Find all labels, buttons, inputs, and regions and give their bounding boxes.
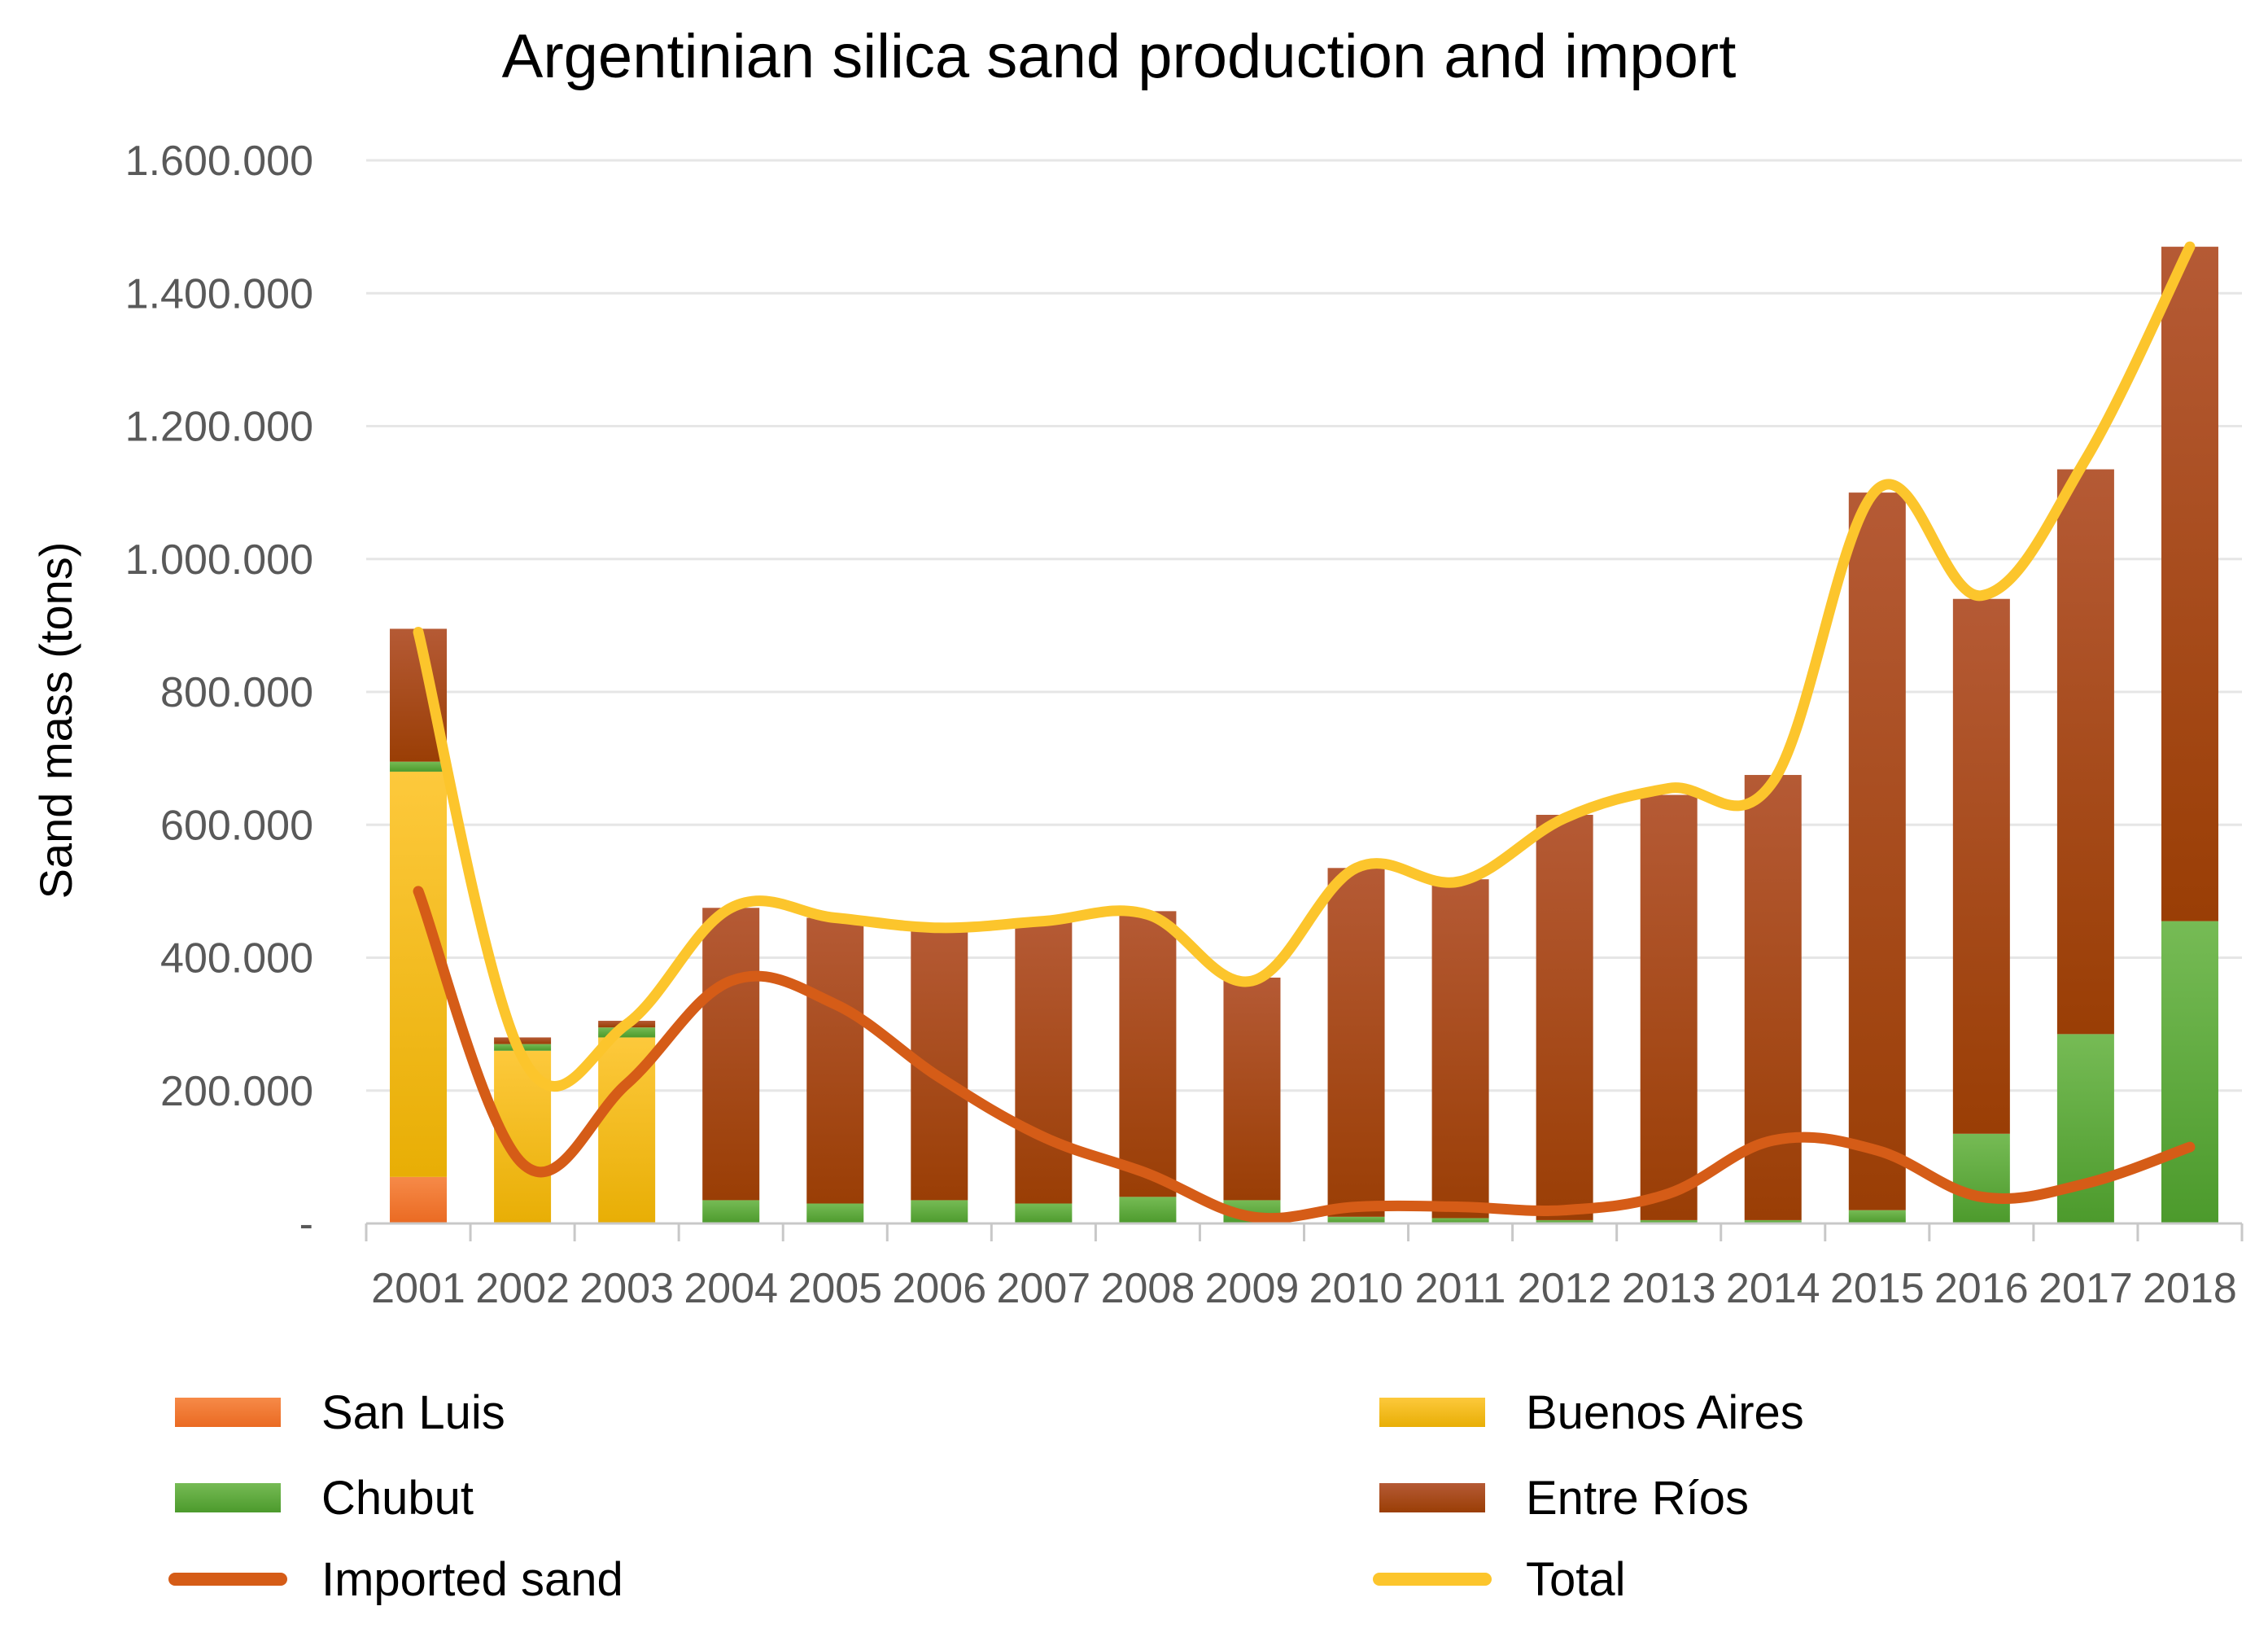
bar-entre-rios-2014 — [1744, 775, 1802, 1220]
y-tick-label: 800.000 — [160, 669, 313, 716]
bar-entre-rios-2007 — [1015, 921, 1073, 1204]
legend-swatch-chubut — [175, 1483, 281, 1512]
bar-entre-rios-2002 — [494, 1037, 552, 1044]
legend: San Luis Buenos Aires Chubut Entre Ríos Impo… — [168, 1386, 1804, 1606]
x-tick-label: 2016 — [1934, 1265, 2029, 1312]
bar-entre-rios-2013 — [1640, 794, 1698, 1220]
x-tick-label: 2018 — [2143, 1265, 2237, 1312]
bar-chubut-2008 — [1119, 1197, 1177, 1223]
legend-swatch-entre-rios — [1379, 1483, 1485, 1512]
y-tick-label: 1.600.000 — [125, 138, 313, 185]
bar-chubut-2010 — [1327, 1216, 1385, 1223]
bar-chubut-2001 — [390, 761, 448, 772]
bars — [390, 247, 2218, 1223]
bar-buenos-aires-2001 — [390, 771, 448, 1177]
bar-entre-rios-2010 — [1327, 868, 1385, 1217]
bar-chubut-2013 — [1640, 1219, 1698, 1223]
bar-san-luis-2001 — [390, 1176, 448, 1223]
y-tick-label: 1.000.000 — [125, 536, 313, 584]
bar-chubut-2015 — [1848, 1210, 1906, 1223]
y-axis-label: Sand mass (tons) — [30, 542, 81, 899]
bar-chubut-2011 — [1431, 1218, 1489, 1223]
legend-label-buenos-aires: Buenos Aires — [1526, 1386, 1804, 1439]
bar-chubut-2007 — [1015, 1203, 1073, 1223]
bar-entre-rios-2015 — [1848, 492, 1906, 1210]
bar-chubut-2012 — [1536, 1219, 1593, 1223]
legend-swatch-san-luis — [175, 1398, 281, 1427]
y-tick-label: 600.000 — [160, 802, 313, 849]
chart-title: Argentinian silica sand production and i… — [502, 22, 1737, 91]
x-tick-label: 2008 — [1101, 1265, 1195, 1312]
bar-entre-rios-2017 — [2056, 469, 2114, 1035]
x-axis-ticks: 2001 2002 2003 2004 2005 2006 2007 2008 2009 2010… — [371, 1265, 2237, 1312]
x-tick-label: 2003 — [579, 1265, 674, 1312]
x-tick-label: 2001 — [371, 1265, 465, 1312]
bar-chubut-2014 — [1744, 1219, 1802, 1223]
x-tick-label: 2004 — [684, 1265, 778, 1312]
y-tick-label: 1.400.000 — [125, 270, 313, 317]
bar-chubut-2006 — [911, 1200, 968, 1223]
x-tick-label: 2005 — [788, 1265, 882, 1312]
line-imported-sand — [413, 886, 2196, 1224]
bar-entre-rios-2011 — [1431, 879, 1489, 1219]
x-tick-label: 2007 — [997, 1265, 1091, 1312]
bar-entre-rios-2009 — [1223, 977, 1281, 1201]
legend-label-entre-rios: Entre Ríos — [1526, 1472, 1749, 1525]
x-tick-label: 2013 — [1622, 1265, 1716, 1312]
y-tick-label: 400.000 — [160, 935, 313, 983]
y-tick-label: 200.000 — [160, 1068, 313, 1115]
x-tick-label: 2011 — [1415, 1265, 1506, 1312]
x-tick-label: 2009 — [1205, 1265, 1300, 1312]
bar-entre-rios-2012 — [1536, 815, 1593, 1220]
bar-chubut-2004 — [702, 1200, 760, 1223]
y-axis-ticks: - 200.000 400.000 600.000 800.000 1.000.000 1.… — [125, 138, 313, 1248]
legend-label-total: Total — [1526, 1553, 1626, 1606]
legend-label-imported-sand: Imported sand — [321, 1553, 623, 1606]
bar-entre-rios-2018 — [2161, 247, 2218, 921]
bar-entre-rios-2005 — [806, 917, 864, 1204]
bar-entre-rios-2004 — [702, 908, 760, 1201]
x-tick-label: 2015 — [1830, 1265, 1925, 1312]
x-tick-label: 2010 — [1309, 1265, 1404, 1312]
legend-label-chubut: Chubut — [321, 1472, 474, 1525]
bar-entre-rios-2008 — [1119, 911, 1177, 1197]
bar-chubut-2018 — [2161, 921, 2218, 1223]
y-tick-label: - — [299, 1201, 313, 1248]
series-lines — [413, 241, 2196, 1224]
legend-label-san-luis: San Luis — [321, 1386, 505, 1439]
legend-swatch-buenos-aires — [1379, 1398, 1485, 1427]
bar-chubut-2005 — [806, 1203, 864, 1223]
bar-chubut-2016 — [1952, 1133, 2010, 1223]
x-tick-label: 2014 — [1726, 1265, 1820, 1312]
line-total — [413, 241, 2196, 1092]
bar-entre-rios-2016 — [1952, 598, 2010, 1134]
x-tick-label: 2002 — [475, 1265, 570, 1312]
bar-chubut-2017 — [2056, 1034, 2114, 1223]
x-tick-label: 2006 — [892, 1265, 986, 1312]
x-axis — [365, 1222, 2244, 1241]
x-tick-label: 2017 — [2039, 1265, 2133, 1312]
x-tick-label: 2012 — [1518, 1265, 1612, 1312]
y-tick-label: 1.200.000 — [125, 404, 313, 451]
